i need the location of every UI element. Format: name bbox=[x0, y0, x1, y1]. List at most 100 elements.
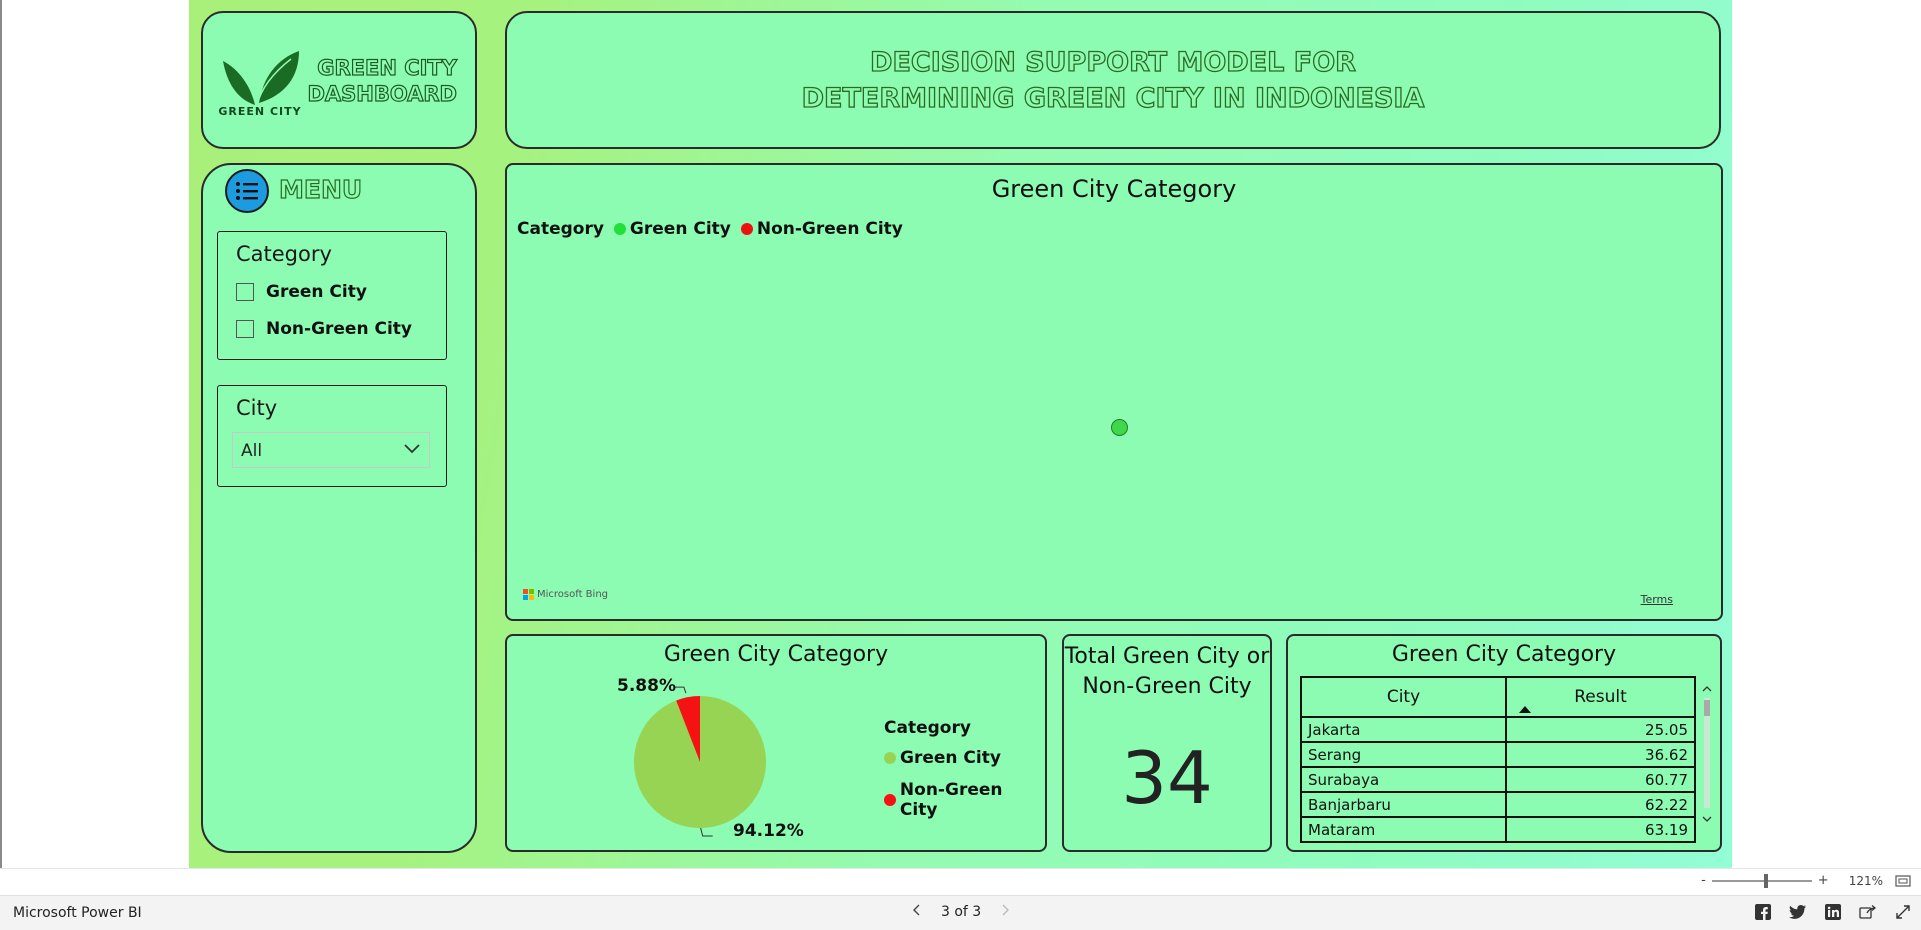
zoom-out-button[interactable]: - bbox=[1701, 873, 1706, 888]
pie-slice-non-green-city[interactable] bbox=[676, 696, 700, 762]
sort-ascending-icon bbox=[1519, 706, 1531, 713]
city-dropdown-value: All bbox=[241, 441, 263, 461]
table-cell-result: 60.77 bbox=[1505, 766, 1696, 793]
page-title-line1: DECISION SUPPORT MODEL FOR bbox=[869, 46, 1356, 78]
category-option-label: Green City bbox=[266, 282, 367, 302]
footer-bar: Microsoft Power BI 3 of 3 bbox=[0, 895, 1921, 930]
table-scrollbar[interactable] bbox=[1702, 676, 1712, 836]
city-slicer: City All bbox=[217, 385, 447, 487]
total-card: Total Green City or Non-Green City 34 bbox=[1062, 634, 1272, 852]
share-toolbar bbox=[1737, 904, 1911, 920]
zoom-in-button[interactable]: + bbox=[1817, 873, 1829, 888]
menu-panel: MENU Category Green City Non-Green City … bbox=[201, 163, 477, 853]
scroll-track[interactable] bbox=[1704, 698, 1710, 808]
total-card-title-line2: Non-Green City bbox=[1082, 674, 1252, 699]
page-navigator: 3 of 3 bbox=[905, 904, 1017, 920]
dashboard-title: GREEN CITY DASHBOARD bbox=[307, 55, 458, 107]
column-header-result-label: Result bbox=[1574, 687, 1627, 707]
table-cell-city: Mataram bbox=[1300, 816, 1507, 843]
chevron-down-icon bbox=[404, 444, 420, 454]
list-lines-icon bbox=[236, 182, 258, 200]
dashboard-title-line1: GREEN CITY bbox=[317, 55, 458, 80]
report-canvas: GREEN CITY GREEN CITY DASHBOARD DECISION… bbox=[189, 0, 1732, 868]
total-card-title: Total Green City or Non-Green City bbox=[1064, 642, 1270, 702]
dashboard-title-line2: DASHBOARD bbox=[307, 81, 458, 106]
bing-attribution-text: Microsoft Bing bbox=[537, 589, 609, 600]
pie-label-green-city: 94.12% bbox=[733, 821, 804, 841]
category-slicer-title: Category bbox=[236, 242, 332, 266]
map-title: Green City Category bbox=[991, 175, 1237, 203]
chevron-up-icon[interactable] bbox=[1702, 684, 1712, 694]
power-bi-brand[interactable]: Microsoft Power BI bbox=[13, 905, 142, 921]
map-legend-non-green-city: Non-Green City bbox=[756, 219, 903, 239]
page-title-line2: DETERMINING GREEN CITY IN INDONESIA bbox=[801, 82, 1425, 114]
leaf-logo-icon bbox=[223, 51, 299, 106]
previous-page-icon[interactable] bbox=[905, 904, 929, 920]
table-cell-city: Surabaya bbox=[1300, 766, 1507, 793]
pie-legend-label: Green City bbox=[900, 748, 1001, 768]
category-option-label: Non-Green City bbox=[266, 319, 412, 339]
category-option-green-city[interactable]: Green City bbox=[236, 282, 367, 302]
red-dot-icon bbox=[740, 223, 753, 235]
red-dot-icon bbox=[884, 794, 896, 806]
table-cell-result: 62.22 bbox=[1505, 791, 1696, 818]
table-cell-result: 25.05 bbox=[1505, 716, 1696, 743]
pie-legend: Category Green City Non-Green City bbox=[884, 718, 1045, 820]
green-dot-icon bbox=[613, 223, 626, 235]
logo-card: GREEN CITY GREEN CITY DASHBOARD bbox=[201, 11, 477, 149]
fit-to-page-icon[interactable] bbox=[1895, 874, 1911, 887]
window-edge bbox=[0, 0, 2, 868]
checkbox-green-city[interactable] bbox=[236, 283, 254, 301]
scroll-thumb[interactable] bbox=[1704, 700, 1710, 716]
table-row[interactable]: Banjarbaru 62.22 bbox=[1300, 791, 1696, 818]
pie-chart-title: Green City Category bbox=[663, 642, 889, 667]
twitter-icon[interactable] bbox=[1789, 904, 1807, 920]
zoom-slider[interactable] bbox=[1711, 873, 1812, 888]
pie-chart-card: Green City Category 5.88% 94.12% Categor… bbox=[505, 634, 1047, 852]
category-slicer: Category Green City Non-Green City bbox=[217, 231, 447, 360]
map-point-marker[interactable] bbox=[1111, 419, 1128, 436]
checkbox-non-green-city[interactable] bbox=[236, 320, 254, 338]
list-menu-icon[interactable] bbox=[225, 169, 269, 213]
pie-legend-item-non-green-city[interactable]: Non-Green City bbox=[884, 780, 1045, 820]
column-header-result[interactable]: Result bbox=[1505, 676, 1696, 718]
facebook-icon[interactable] bbox=[1755, 904, 1771, 920]
next-page-icon[interactable] bbox=[993, 904, 1017, 920]
fullscreen-icon[interactable] bbox=[1895, 904, 1911, 920]
table-cell-result: 36.62 bbox=[1505, 741, 1696, 768]
status-bar: - + 121% bbox=[0, 868, 1921, 894]
table-row[interactable]: Serang 36.62 bbox=[1300, 741, 1696, 768]
zoom-level: 121% bbox=[1848, 873, 1883, 888]
chevron-down-icon[interactable] bbox=[1702, 814, 1712, 824]
category-option-non-green-city[interactable]: Non-Green City bbox=[236, 319, 412, 339]
pie-chart bbox=[634, 686, 766, 837]
pie-legend-item-green-city[interactable]: Green City bbox=[884, 748, 1045, 768]
table-row[interactable]: Mataram 63.19 bbox=[1300, 816, 1696, 843]
total-value: 34 bbox=[1121, 736, 1213, 820]
page-title: DECISION SUPPORT MODEL FOR DETERMINING G… bbox=[507, 45, 1719, 117]
share-icon[interactable] bbox=[1859, 904, 1877, 920]
green-dot-icon bbox=[884, 752, 896, 764]
column-header-city[interactable]: City bbox=[1300, 676, 1507, 718]
terms-link[interactable]: Terms bbox=[1640, 593, 1673, 606]
city-dropdown[interactable]: All bbox=[232, 432, 430, 468]
map-visual[interactable]: Green City Category Category Green City … bbox=[505, 163, 1723, 621]
table-cell-city: Serang bbox=[1300, 741, 1507, 768]
table-cell-city: Banjarbaru bbox=[1300, 791, 1507, 818]
linkedin-icon[interactable] bbox=[1825, 904, 1841, 920]
table-card: Green City Category City Result Jakarta … bbox=[1286, 634, 1722, 852]
table-row[interactable]: Surabaya 60.77 bbox=[1300, 766, 1696, 793]
map-legend-title: Category bbox=[517, 219, 604, 239]
header-card: DECISION SUPPORT MODEL FOR DETERMINING G… bbox=[505, 11, 1721, 149]
zoom-slider-handle[interactable] bbox=[1763, 873, 1768, 888]
map-legend: Category Green City Non-Green City bbox=[517, 219, 903, 239]
zoom-control: - + 121% bbox=[1695, 873, 1911, 888]
microsoft-logo-icon bbox=[523, 589, 534, 600]
bing-attribution: Microsoft Bing bbox=[523, 589, 608, 600]
total-card-title-line1: Total Green City or bbox=[1064, 644, 1270, 669]
table-cell-city: Jakarta bbox=[1300, 716, 1507, 743]
pie-label-non-green-city: 5.88% bbox=[617, 676, 676, 696]
map-legend-green-city: Green City bbox=[629, 219, 731, 239]
logo-brand-text: GREEN CITY bbox=[218, 105, 302, 118]
table-row[interactable]: Jakarta 25.05 bbox=[1300, 716, 1696, 743]
